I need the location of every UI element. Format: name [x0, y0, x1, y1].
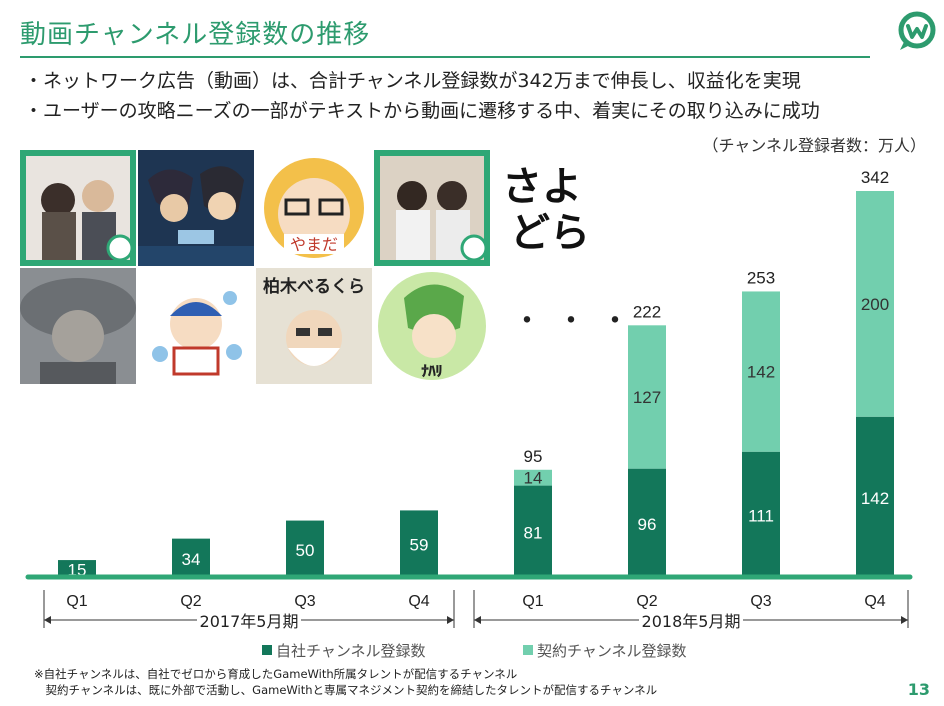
group-arrow-right	[901, 616, 908, 624]
sayodora-bottom: どら	[510, 210, 590, 256]
thumbnail-duo-1	[20, 150, 136, 266]
bullet-list: ・ネットワーク広告（動画）は、合計チャンネル登録数が342万まで伸長し、収益化を…	[24, 66, 820, 126]
thumbnail-hat-person	[20, 268, 136, 384]
page-title: 動画チャンネル登録数の推移	[20, 20, 371, 50]
group-label: 2018年5月期	[642, 612, 741, 631]
footnote: ※自社チャンネルは、自社でゼロから育成したGameWith所属タレントが配信する…	[34, 666, 657, 698]
x-tick-label: Q4	[864, 593, 885, 610]
bar-own	[286, 520, 324, 577]
data-label-total: 95	[524, 447, 543, 466]
bar-contract	[628, 325, 666, 469]
bar-own	[628, 468, 666, 577]
bar-contract	[514, 469, 552, 486]
group-arrow-left	[44, 616, 51, 624]
bar-own	[58, 560, 96, 577]
group-label-bg	[197, 612, 301, 630]
group-label-bg	[639, 612, 743, 630]
x-tick-label: Q2	[180, 593, 201, 610]
thumbnail-sayodora: さよ どら	[492, 150, 608, 266]
legend-own-swatch	[262, 645, 272, 655]
thumbnail-baseball-character	[138, 268, 254, 384]
group-arrow-right	[447, 616, 454, 624]
data-label-own: 34	[182, 550, 201, 569]
bar-own	[514, 485, 552, 577]
data-label-own: 111	[748, 506, 774, 525]
bullet-item: ・ユーザーの攻略ニーズの一部がテキストから動画に遷移する中、着実にその取り込みに…	[24, 100, 820, 122]
data-label-total: 342	[861, 168, 889, 187]
sayodora-top: さよ	[502, 164, 582, 210]
thumbnail-nari: ﾅﾊﾘ	[374, 268, 490, 384]
data-label-own: 50	[296, 541, 315, 560]
data-label-contract: 127	[633, 388, 661, 407]
thumbnail-yamada: やまだ	[256, 150, 372, 266]
x-tick-label: Q3	[750, 593, 771, 610]
x-tick-label: Q1	[66, 593, 87, 610]
bar-own	[856, 416, 894, 577]
data-label-contract: 14	[524, 469, 543, 488]
data-label-total: 253	[747, 268, 775, 287]
bar-contract	[742, 291, 780, 452]
bar-own	[172, 538, 210, 577]
data-label-own: 81	[524, 523, 543, 542]
page-number: 13	[907, 680, 930, 699]
channel-thumbnails: やまだ さよ どら 柏木べるくら ﾅﾊﾘ	[20, 150, 608, 386]
data-label-contract: 200	[861, 295, 889, 314]
bar-contract	[856, 191, 894, 417]
group-label: 2017年5月期	[200, 612, 299, 631]
data-label-own: 59	[410, 536, 429, 555]
gamewith-logo-icon	[896, 10, 938, 52]
data-label-total: 222	[633, 302, 661, 321]
data-label-contract: 142	[747, 363, 775, 382]
legend-own: 自社チャンネル登録数	[262, 640, 426, 661]
data-label-own: 96	[638, 515, 657, 534]
title-underline	[20, 56, 870, 58]
data-label-own: 142	[861, 489, 889, 508]
footnote-line: 契約チャンネルは、既に外部で活動し、GameWithと専属マネジメント契約を締結…	[34, 683, 658, 697]
bar-own	[742, 451, 780, 577]
bar-own	[400, 510, 438, 577]
more-channels-ellipsis: ・・・	[512, 304, 644, 339]
x-tick-label: Q4	[408, 593, 429, 610]
bullet-item: ・ネットワーク広告（動画）は、合計チャンネル登録数が342万まで伸長し、収益化を…	[24, 70, 801, 92]
x-tick-label: Q3	[294, 593, 315, 610]
unit-note: （チャンネル登録者数：万人）	[702, 136, 926, 155]
legend-own-label: 自社チャンネル登録数	[276, 642, 426, 660]
x-tick-label: Q2	[636, 593, 657, 610]
group-arrow-left	[474, 616, 481, 624]
kashiwagi-label: 柏木べるくら	[263, 276, 365, 297]
legend-contract-label: 契約チャンネル登録数	[537, 642, 687, 660]
footnote-line: ※自社チャンネルは、自社でゼロから育成したGameWith所属タレントが配信する…	[34, 667, 518, 681]
x-tick-label: Q1	[522, 593, 543, 610]
thumbnail-anime-1	[138, 150, 254, 266]
thumbnail-kashiwagi: 柏木べるくら	[256, 268, 372, 384]
legend-contract-swatch	[523, 645, 533, 655]
thumbnail-duo-2	[374, 150, 490, 266]
legend-contract: 契約チャンネル登録数	[523, 640, 687, 661]
yamada-label: やまだ	[290, 235, 338, 254]
nari-label: ﾅﾊﾘ	[422, 364, 443, 380]
